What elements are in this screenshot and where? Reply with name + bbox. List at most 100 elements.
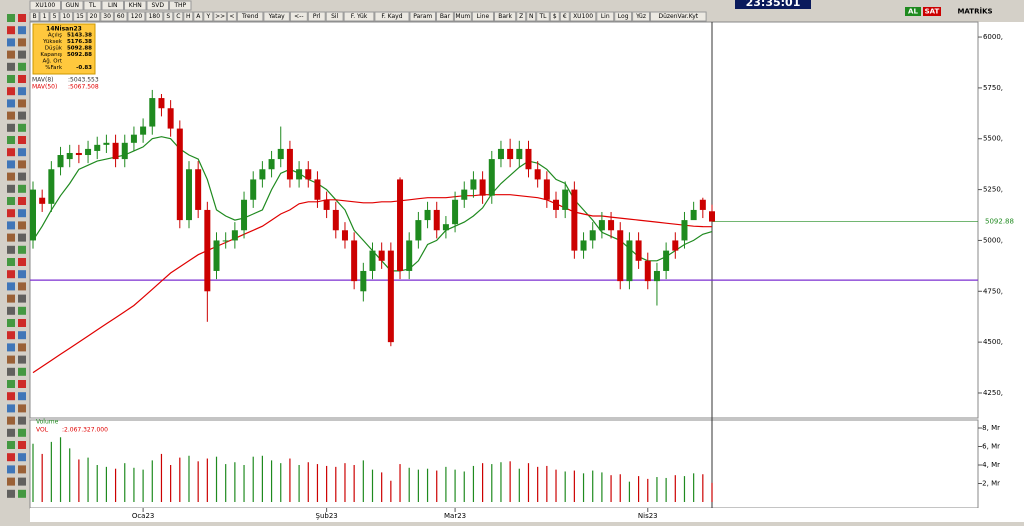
tool-icon[interactable] <box>18 306 26 315</box>
tool-icon[interactable] <box>18 319 26 327</box>
toolbar-button-label[interactable]: Line <box>477 13 490 20</box>
tool-icon[interactable] <box>18 367 26 376</box>
toolbar-button[interactable] <box>29 11 40 22</box>
toolbar-button[interactable] <box>596 11 615 22</box>
tool-icon[interactable] <box>18 136 26 144</box>
toolbar-button[interactable] <box>203 11 214 22</box>
tool-icon[interactable] <box>18 75 26 83</box>
top-button-label[interactable]: LIN <box>108 2 118 9</box>
tool-icon[interactable] <box>7 282 15 291</box>
tool-icon[interactable] <box>7 160 15 169</box>
buy-button[interactable] <box>905 7 921 16</box>
tool-icon[interactable] <box>18 245 26 254</box>
tool-icon[interactable] <box>18 282 26 291</box>
toolbar-button-label[interactable]: F. Yük <box>351 13 368 20</box>
toolbar-button-label[interactable]: Bark <box>498 13 512 20</box>
tool-icon[interactable] <box>7 489 15 498</box>
sell-label[interactable]: SAT <box>925 8 940 16</box>
tool-icon[interactable] <box>7 87 15 96</box>
toolbar-button-label[interactable]: Z <box>519 13 523 20</box>
toolbar-button-label[interactable]: H <box>186 13 191 20</box>
tool-icon[interactable] <box>18 294 26 303</box>
tool-icon[interactable] <box>18 38 26 47</box>
tool-icon[interactable] <box>7 233 15 242</box>
toolbar-button[interactable] <box>39 11 50 22</box>
top-button[interactable] <box>146 0 169 11</box>
top-button[interactable] <box>83 0 102 11</box>
toolbar-button[interactable] <box>213 11 227 22</box>
tool-icon[interactable] <box>18 172 26 181</box>
tool-icon[interactable] <box>18 62 26 71</box>
tool-icon[interactable] <box>7 380 15 388</box>
tool-icon[interactable] <box>7 392 15 401</box>
top-button[interactable] <box>101 0 124 11</box>
top-button-label[interactable]: XU100 <box>35 2 55 9</box>
toolbar-button[interactable] <box>325 11 344 22</box>
toolbar-button[interactable] <box>127 11 146 22</box>
toolbar-button-label[interactable]: 120 <box>131 13 143 20</box>
tool-icon[interactable] <box>18 99 26 108</box>
tool-icon[interactable] <box>18 209 26 218</box>
tool-icon[interactable] <box>7 184 15 193</box>
tool-icon[interactable] <box>7 197 15 205</box>
toolbar-button[interactable] <box>59 11 74 22</box>
tool-icon[interactable] <box>7 294 15 303</box>
tool-icon[interactable] <box>7 331 15 340</box>
toolbar-button[interactable] <box>471 11 494 22</box>
tool-icon[interactable] <box>18 221 26 230</box>
tool-icon[interactable] <box>18 26 26 35</box>
tool-icon[interactable] <box>7 306 15 315</box>
toolbar-button[interactable] <box>494 11 517 22</box>
toolbar-button[interactable] <box>650 11 707 22</box>
toolbar-button-label[interactable]: S <box>166 13 170 20</box>
toolbar-button-label[interactable]: Y <box>205 13 210 20</box>
tool-icon[interactable] <box>7 404 15 413</box>
toolbar-button-label[interactable]: < <box>229 13 234 20</box>
toolbar-button-label[interactable]: $ <box>553 13 557 20</box>
toolbar-button-label[interactable]: € <box>563 13 567 20</box>
toolbar-button-label[interactable]: <-- <box>294 13 303 20</box>
toolbar-button[interactable] <box>307 11 326 22</box>
tool-icon[interactable] <box>7 26 15 35</box>
tool-icon[interactable] <box>18 148 26 157</box>
toolbar-button[interactable] <box>409 11 436 22</box>
tool-icon[interactable] <box>7 75 15 83</box>
toolbar-button-label[interactable]: B <box>32 13 36 20</box>
toolbar-button[interactable] <box>193 11 204 22</box>
toolbar-button[interactable] <box>73 11 87 22</box>
toolbar-button-label[interactable]: Log <box>618 13 629 20</box>
tool-icon[interactable] <box>18 489 26 498</box>
toolbar-button-label[interactable]: TL <box>538 13 547 20</box>
tool-icon[interactable] <box>18 331 26 340</box>
tool-icon[interactable] <box>7 355 15 364</box>
toolbar-button[interactable] <box>226 11 237 22</box>
tool-icon[interactable] <box>18 123 26 132</box>
toolbar-button[interactable] <box>569 11 597 22</box>
tool-icon[interactable] <box>18 270 26 279</box>
toolbar-button[interactable] <box>526 11 537 22</box>
toolbar-button[interactable] <box>536 11 550 22</box>
toolbar-button[interactable] <box>113 11 128 22</box>
top-button[interactable] <box>61 0 84 11</box>
toolbar-button-label[interactable]: 15 <box>76 13 84 20</box>
tool-icon[interactable] <box>7 221 15 230</box>
tool-icon[interactable] <box>7 441 15 449</box>
tool-icon[interactable] <box>7 258 15 266</box>
tool-icon[interactable] <box>7 465 15 474</box>
toolbar-button[interactable] <box>263 11 290 22</box>
tool-icon[interactable] <box>18 392 26 401</box>
tool-icon[interactable] <box>7 62 15 71</box>
tool-icon[interactable] <box>18 14 26 22</box>
toolbar-button-label[interactable]: C <box>176 13 180 20</box>
toolbar-button[interactable] <box>86 11 101 22</box>
top-button[interactable] <box>29 0 61 11</box>
tool-icon[interactable] <box>7 172 15 181</box>
toolbar-button[interactable] <box>516 11 527 22</box>
toolbar-button-label[interactable]: Param <box>413 13 432 20</box>
toolbar-button[interactable] <box>632 11 650 22</box>
toolbar-button-label[interactable]: Sil <box>331 13 338 20</box>
tool-icon[interactable] <box>18 355 26 364</box>
toolbar-button-label[interactable]: Mum <box>455 13 470 20</box>
toolbar-button-label[interactable]: 30 <box>103 13 111 20</box>
tool-icon[interactable] <box>7 453 15 462</box>
